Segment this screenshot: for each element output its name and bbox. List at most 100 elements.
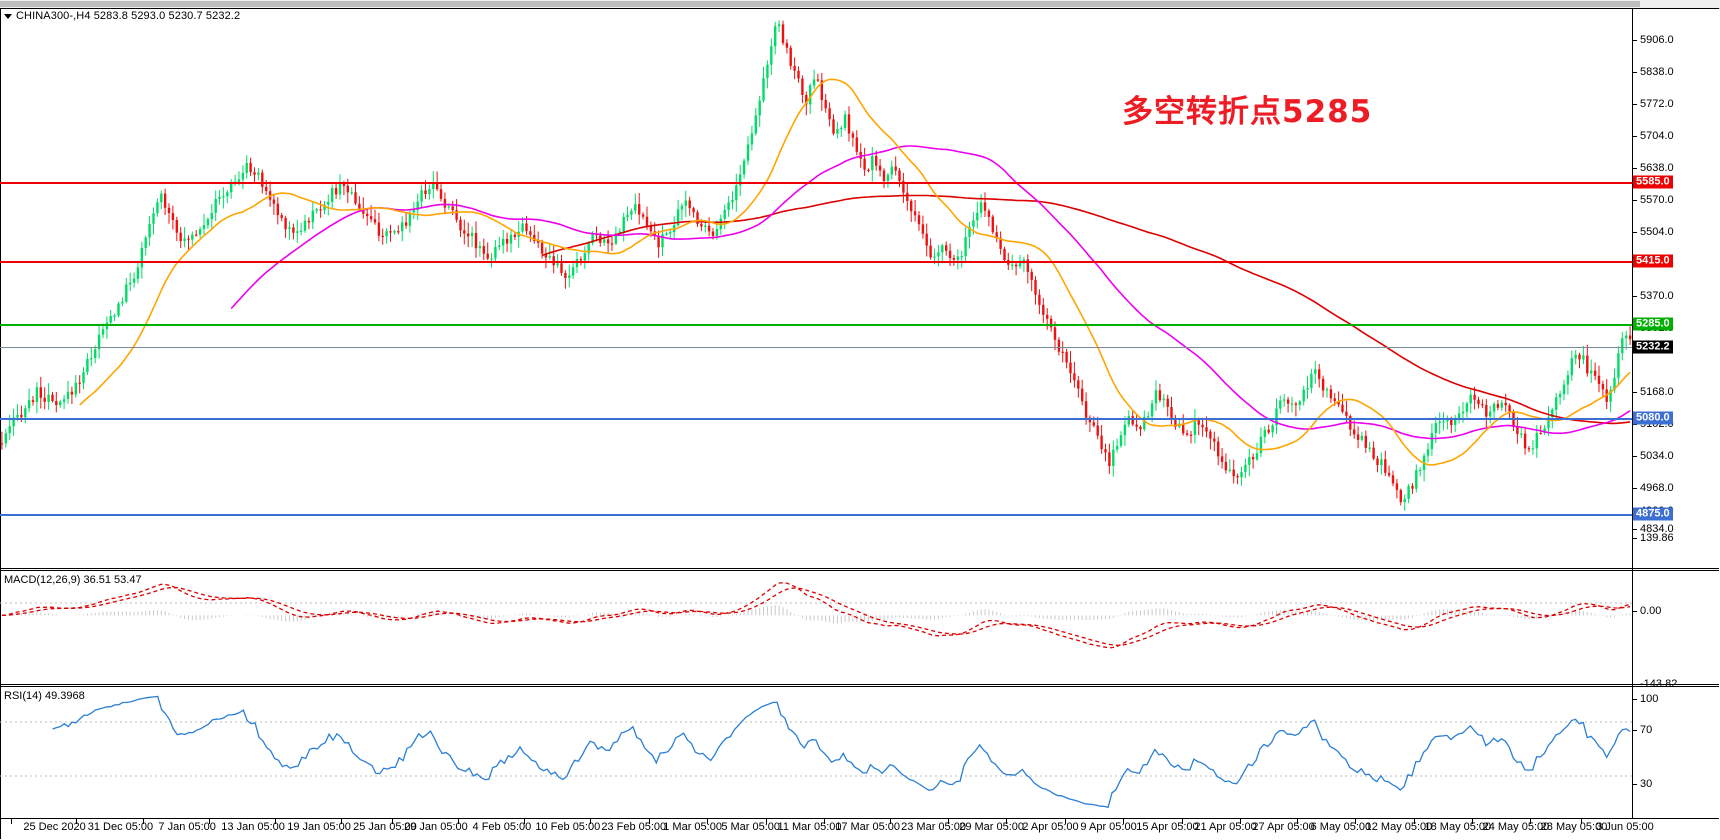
ma-mid-line (230, 145, 1631, 440)
date-axis-tick (1471, 819, 1473, 824)
date-axis-tick (1006, 819, 1008, 824)
date-axis-label: 10 Feb 05:00 (535, 821, 601, 833)
axis-tick-label: 5838.0 (1633, 66, 1674, 78)
price-pane[interactable] (0, 8, 1632, 520)
date-axis-tick (1413, 819, 1415, 824)
date-axis-label: 7 Jan 05:00 (158, 821, 216, 833)
ma-fast-line (79, 78, 1631, 466)
price-level-badge[interactable]: 5232.2 (1633, 340, 1673, 354)
date-axis-label: 13 Jan 05:00 (221, 821, 285, 833)
pane-divider-top-macd (0, 568, 1719, 569)
symbol-quote-text: CHINA300-,H4 5283.8 5293.0 5230.7 5232.2 (16, 10, 241, 22)
axis-tick-label: 5570.0 (1633, 194, 1674, 206)
date-axis-label: 4 Feb 05:00 (472, 821, 532, 833)
date-axis-tick (1529, 819, 1531, 824)
date-axis-label: 27 Apr 05:00 (1252, 821, 1315, 833)
date-axis-tick (589, 819, 591, 824)
pane-divider-macd (0, 570, 1719, 571)
axis-tick-label: -143.82 (1633, 678, 1677, 690)
axis-tick-label: 100 (1633, 693, 1658, 705)
date-axis-label: 6 May 05:00 (1310, 821, 1372, 833)
level-line-pivot-5285[interactable] (0, 324, 1632, 326)
chart-frame (0, 8, 1719, 839)
date-axis-tick (143, 819, 145, 824)
price-level-badge[interactable]: 5585.0 (1633, 175, 1673, 189)
ma-slow-line (541, 194, 1631, 425)
macd-pane[interactable] (0, 572, 1632, 660)
rsi-pane[interactable] (0, 688, 1632, 818)
date-axis-label: 19 Jan 05:00 (287, 821, 351, 833)
pane-divider-top-rsi (0, 684, 1719, 685)
level-line-resistance-5415[interactable] (0, 261, 1632, 263)
pane-divider-dateaxis (0, 818, 1719, 819)
axis-tick-label: 4968.0 (1633, 482, 1674, 494)
axis-tick-label: 30 (1633, 778, 1652, 790)
axis-tick-label: 5906.0 (1633, 34, 1674, 46)
symbol-quote-line: CHINA300-,H4 5283.8 5293.0 5230.7 5232.2 (4, 10, 240, 22)
date-axis-label: 28 May 05:00 (1540, 821, 1608, 833)
date-axis-label: 25 Dec 2020 (23, 821, 86, 833)
price-axis-line (1632, 8, 1633, 818)
date-axis-label: 31 Dec 05:00 (87, 821, 154, 833)
date-axis-label: 12 May 05:00 (1365, 821, 1433, 833)
date-axis-tick (1181, 819, 1183, 824)
date-axis-label: 3 Jun 05:00 (1596, 821, 1654, 833)
macd-signal-line (1, 586, 1631, 646)
level-line-support-5080[interactable] (0, 418, 1632, 420)
price-level-badge[interactable]: 5415.0 (1633, 254, 1673, 268)
date-axis-label: 25 Jan 05:00 (353, 821, 417, 833)
date-axis-tick (1064, 819, 1066, 824)
date-axis-label: 18 May 05:00 (1424, 821, 1492, 833)
date-axis-tick (10, 819, 12, 824)
date-axis-tick (823, 819, 825, 824)
scrollbar-thumb[interactable] (0, 1, 1640, 7)
pane-divider-rsi (0, 686, 1719, 687)
price-level-badge[interactable]: 5285.0 (1633, 317, 1673, 331)
date-axis[interactable]: 25 Dec 2020 31 Dec 05:00 7 Jan 05:00 13 Jan… (0, 819, 1654, 840)
date-axis-tick (648, 819, 650, 824)
candlestick-series (0, 20, 1632, 511)
level-line-resistance-5585[interactable] (0, 182, 1632, 184)
axis-tick-label: 5034.0 (1633, 450, 1674, 462)
date-axis-label: 15 Apr 05:00 (1136, 821, 1199, 833)
date-axis-tick (947, 819, 949, 824)
date-axis-label: 24 May 05:00 (1482, 821, 1550, 833)
date-axis-tick (1239, 819, 1241, 824)
macd-line (1, 582, 1631, 649)
macd-indicator-label: MACD(12,26,9) 36.51 53.47 (4, 574, 142, 586)
date-axis-tick (523, 819, 525, 824)
date-axis-label: 1 Mar 05:00 (663, 821, 722, 833)
axis-tick-label: 70 (1633, 724, 1652, 736)
level-line-current-5232[interactable] (0, 347, 1632, 348)
date-axis-tick (76, 819, 78, 824)
date-axis-label: 9 Apr 05:00 (1080, 821, 1137, 833)
macd-plot (0, 582, 1632, 649)
axis-tick-label: 5168.0 (1633, 386, 1674, 398)
date-axis-label: 23 Mar 05:00 (901, 821, 966, 833)
rsi-plot (0, 695, 1632, 809)
date-axis-tick (1296, 819, 1298, 824)
level-line-support-4875[interactable] (0, 514, 1632, 516)
date-axis-tick (391, 819, 393, 824)
price-level-badge[interactable]: 5080.0 (1633, 411, 1673, 425)
date-axis-label: 17 Mar 05:00 (835, 821, 901, 833)
chart-annotation-text: 多空转折点5285 (1122, 94, 1373, 130)
date-axis-tick (889, 819, 891, 824)
axis-tick-label: 0.00 (1633, 605, 1661, 617)
date-axis-tick (1354, 819, 1356, 824)
date-axis-tick (706, 819, 708, 824)
date-axis-label: 5 Mar 05:00 (721, 821, 781, 833)
date-axis-tick (1581, 819, 1582, 824)
axis-tick-label: 5370.0 (1633, 290, 1674, 302)
date-axis-tick (457, 819, 459, 824)
price-level-badge[interactable]: 4875.0 (1633, 507, 1673, 521)
date-axis-label: 23 Feb 05:00 (601, 821, 667, 833)
price-plot (0, 20, 1632, 511)
axis-tick-label: 4834.0 (1633, 523, 1674, 535)
axis-tick-label: 5504.0 (1633, 226, 1674, 238)
macd-histogram (5, 605, 1631, 624)
date-axis-tick (275, 819, 277, 824)
chevron-down-icon[interactable] (4, 13, 12, 19)
date-axis-tick (1123, 819, 1125, 824)
